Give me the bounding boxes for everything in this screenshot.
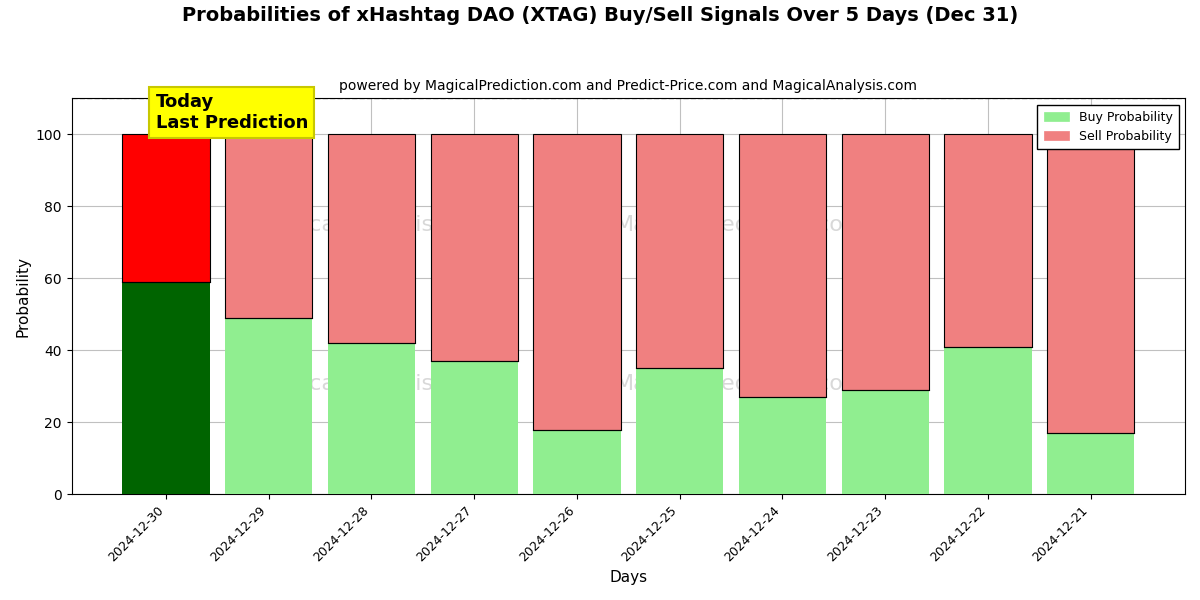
Bar [944, 347, 1032, 494]
Bar [1048, 134, 1134, 433]
Bar [431, 134, 518, 361]
Bar [636, 368, 724, 494]
Bar [636, 134, 724, 368]
Bar [841, 390, 929, 494]
Bar [841, 134, 929, 390]
Bar [328, 134, 415, 343]
Bar [1048, 433, 1134, 494]
Legend: Buy Probability, Sell Probability: Buy Probability, Sell Probability [1037, 104, 1178, 149]
Text: MagicalAnalysis.com: MagicalAnalysis.com [257, 215, 488, 235]
Text: MagicalAnalysis.com: MagicalAnalysis.com [257, 374, 488, 394]
Text: MagicalPrediction.com: MagicalPrediction.com [614, 374, 865, 394]
Bar [944, 134, 1032, 347]
Y-axis label: Probability: Probability [16, 256, 30, 337]
Bar [226, 318, 312, 494]
Text: Probabilities of xHashtag DAO (XTAG) Buy/Sell Signals Over 5 Days (Dec 31): Probabilities of xHashtag DAO (XTAG) Buy… [182, 6, 1018, 25]
Bar [431, 361, 518, 494]
Bar [739, 134, 826, 397]
Bar [533, 430, 620, 494]
Bar [328, 343, 415, 494]
Bar [122, 134, 210, 282]
Text: MagicalPrediction.com: MagicalPrediction.com [614, 215, 865, 235]
Bar [226, 134, 312, 318]
Bar [122, 282, 210, 494]
X-axis label: Days: Days [610, 570, 647, 585]
Title: powered by MagicalPrediction.com and Predict-Price.com and MagicalAnalysis.com: powered by MagicalPrediction.com and Pre… [340, 79, 917, 93]
Text: Today
Last Prediction: Today Last Prediction [156, 94, 308, 132]
Bar [739, 397, 826, 494]
Bar [533, 134, 620, 430]
